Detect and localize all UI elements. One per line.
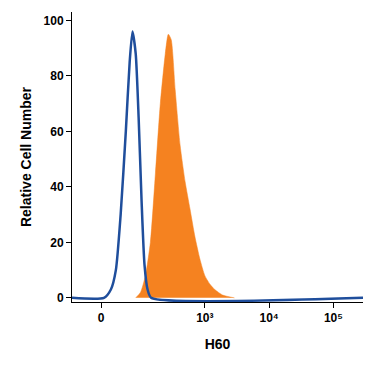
svg-text:10⁵: 10⁵: [324, 311, 343, 325]
svg-text:H60: H60: [205, 336, 231, 352]
svg-text:0: 0: [57, 291, 64, 305]
svg-text:60: 60: [50, 125, 64, 139]
svg-text:40: 40: [50, 180, 64, 194]
svg-text:80: 80: [50, 69, 64, 83]
svg-text:0: 0: [98, 311, 105, 325]
svg-text:Relative Cell Number: Relative Cell Number: [18, 86, 34, 227]
svg-text:10⁴: 10⁴: [259, 311, 278, 325]
svg-text:10³: 10³: [196, 311, 213, 325]
svg-text:20: 20: [50, 236, 64, 250]
svg-text:100: 100: [44, 14, 64, 28]
